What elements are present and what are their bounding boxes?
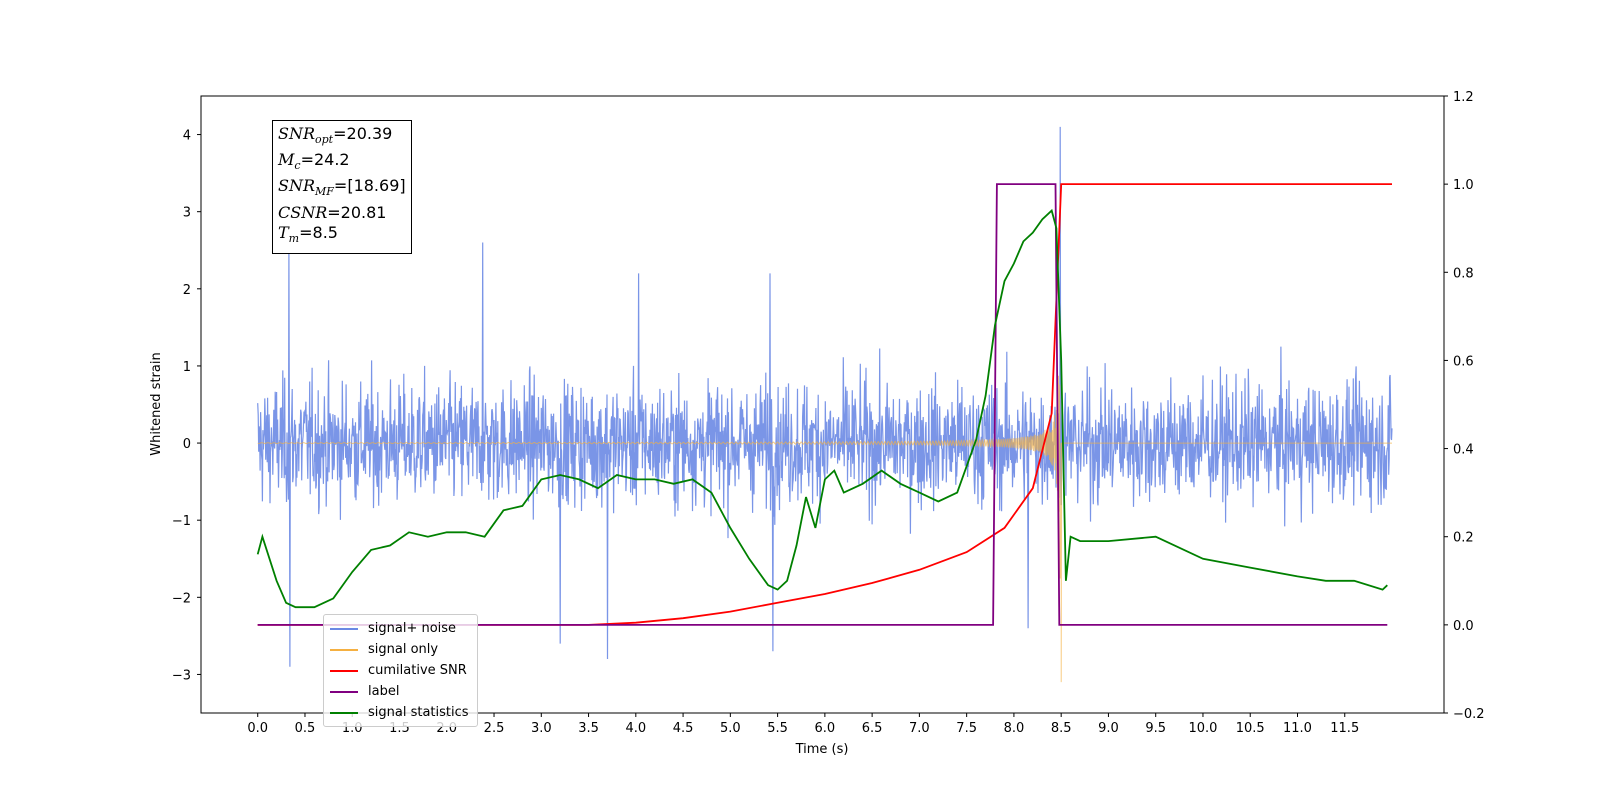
x-tick-label: 8.0 — [1004, 721, 1025, 736]
x-tick-label: 0.0 — [247, 721, 268, 736]
x-tick-label: 4.5 — [673, 721, 694, 736]
plot-area — [256, 126, 1393, 683]
y-tick-label: 0 — [183, 437, 191, 452]
legend-item: label — [330, 681, 469, 702]
y-axis-ticks: 4 3 2 1 0 −1 −2 −3 — [172, 129, 201, 683]
legend-label: signal+ noise — [368, 621, 457, 636]
x-tick-label: 9.5 — [1145, 721, 1166, 736]
x-tick-label: 10.0 — [1188, 721, 1217, 736]
stats-annotation-box: SNRopt=20.39 Mc=24.2 SNRMF=[18.69] CSNR=… — [272, 120, 412, 254]
y2-tick-label: 1.2 — [1453, 90, 1474, 105]
chart-legend: signal+ noise signal only cumilative SNR la… — [323, 614, 478, 727]
y2-tick-label: 0.4 — [1453, 443, 1474, 458]
series-label-line — [257, 183, 1388, 626]
axes-frame — [200, 95, 1445, 714]
x-tick-label: 6.5 — [862, 721, 883, 736]
y2-tick-label: 0.2 — [1453, 531, 1474, 546]
y-tick-label: −2 — [172, 591, 191, 606]
x-tick-label: 6.0 — [815, 721, 836, 736]
legend-item: cumilative SNR — [330, 660, 469, 681]
legend-swatch — [330, 627, 358, 630]
y-tick-label: 2 — [183, 283, 191, 298]
x-tick-label: 11.5 — [1330, 721, 1359, 736]
y2-tick-label: 0.0 — [1453, 619, 1474, 634]
legend-item: signal+ noise — [330, 618, 469, 639]
legend-item: signal statistics — [330, 702, 469, 723]
snr-opt-line: SNRopt=20.39 — [278, 124, 393, 147]
y2-axis-ticks: 1.2 1.0 0.8 0.6 0.4 0.2 0.0 −0.2 — [1444, 90, 1485, 722]
y2-tick-label: 0.6 — [1453, 354, 1474, 369]
x-axis-ticks: 0.0 0.5 1.0 1.5 2.0 2.5 3.0 3.5 4.0 4.5 5.0 5.5 6.0 6… — [247, 713, 1359, 736]
x-tick-label: 10.5 — [1236, 721, 1265, 736]
y-tick-label: −3 — [172, 668, 191, 683]
x-tick-label: 11.0 — [1283, 721, 1312, 736]
legend-swatch — [330, 669, 358, 672]
legend-item: signal only — [330, 639, 469, 660]
legend-swatch — [330, 711, 358, 714]
series-signal-only-line — [257, 375, 1392, 683]
series-signal-statistics-line — [256, 208, 1388, 609]
x-tick-label: 3.0 — [531, 721, 552, 736]
x-tick-label: 5.5 — [767, 721, 788, 736]
x-axis-label: Time (s) — [795, 742, 849, 757]
series-signal-noise-line — [257, 126, 1393, 667]
x-tick-label: 8.5 — [1051, 721, 1072, 736]
mc-line: Mc=24.2 — [278, 150, 350, 173]
x-tick-label: 5.0 — [720, 721, 741, 736]
x-tick-label: 9.0 — [1098, 721, 1119, 736]
y-tick-label: −1 — [172, 514, 191, 529]
legend-swatch — [330, 648, 358, 651]
legend-label: signal statistics — [368, 705, 469, 720]
y2-tick-label: −0.2 — [1453, 707, 1485, 722]
x-tick-label: 7.0 — [909, 721, 930, 736]
y2-tick-label: 0.8 — [1453, 266, 1474, 281]
legend-label: signal only — [368, 642, 439, 657]
legend-label: cumilative SNR — [368, 663, 467, 678]
csnr-line: CSNR=20.81 — [278, 202, 387, 222]
x-tick-label: 7.5 — [956, 721, 977, 736]
y2-tick-label: 1.0 — [1453, 178, 1474, 193]
x-tick-label: 3.5 — [578, 721, 599, 736]
y-tick-label: 3 — [183, 206, 191, 221]
tm-line: Tm=8.5 — [278, 222, 338, 245]
x-tick-label: 4.0 — [625, 721, 646, 736]
y-axis-label: Whitened strain — [149, 352, 164, 455]
y-tick-label: 4 — [183, 129, 191, 144]
snr-mf-line: SNRMF=[18.69] — [278, 176, 406, 199]
legend-swatch — [330, 690, 358, 693]
legend-label: label — [368, 684, 400, 699]
series-cumilative-snr-line — [257, 183, 1392, 626]
x-tick-label: 0.5 — [295, 721, 316, 736]
y-tick-label: 1 — [183, 360, 191, 375]
x-tick-label: 2.5 — [484, 721, 505, 736]
